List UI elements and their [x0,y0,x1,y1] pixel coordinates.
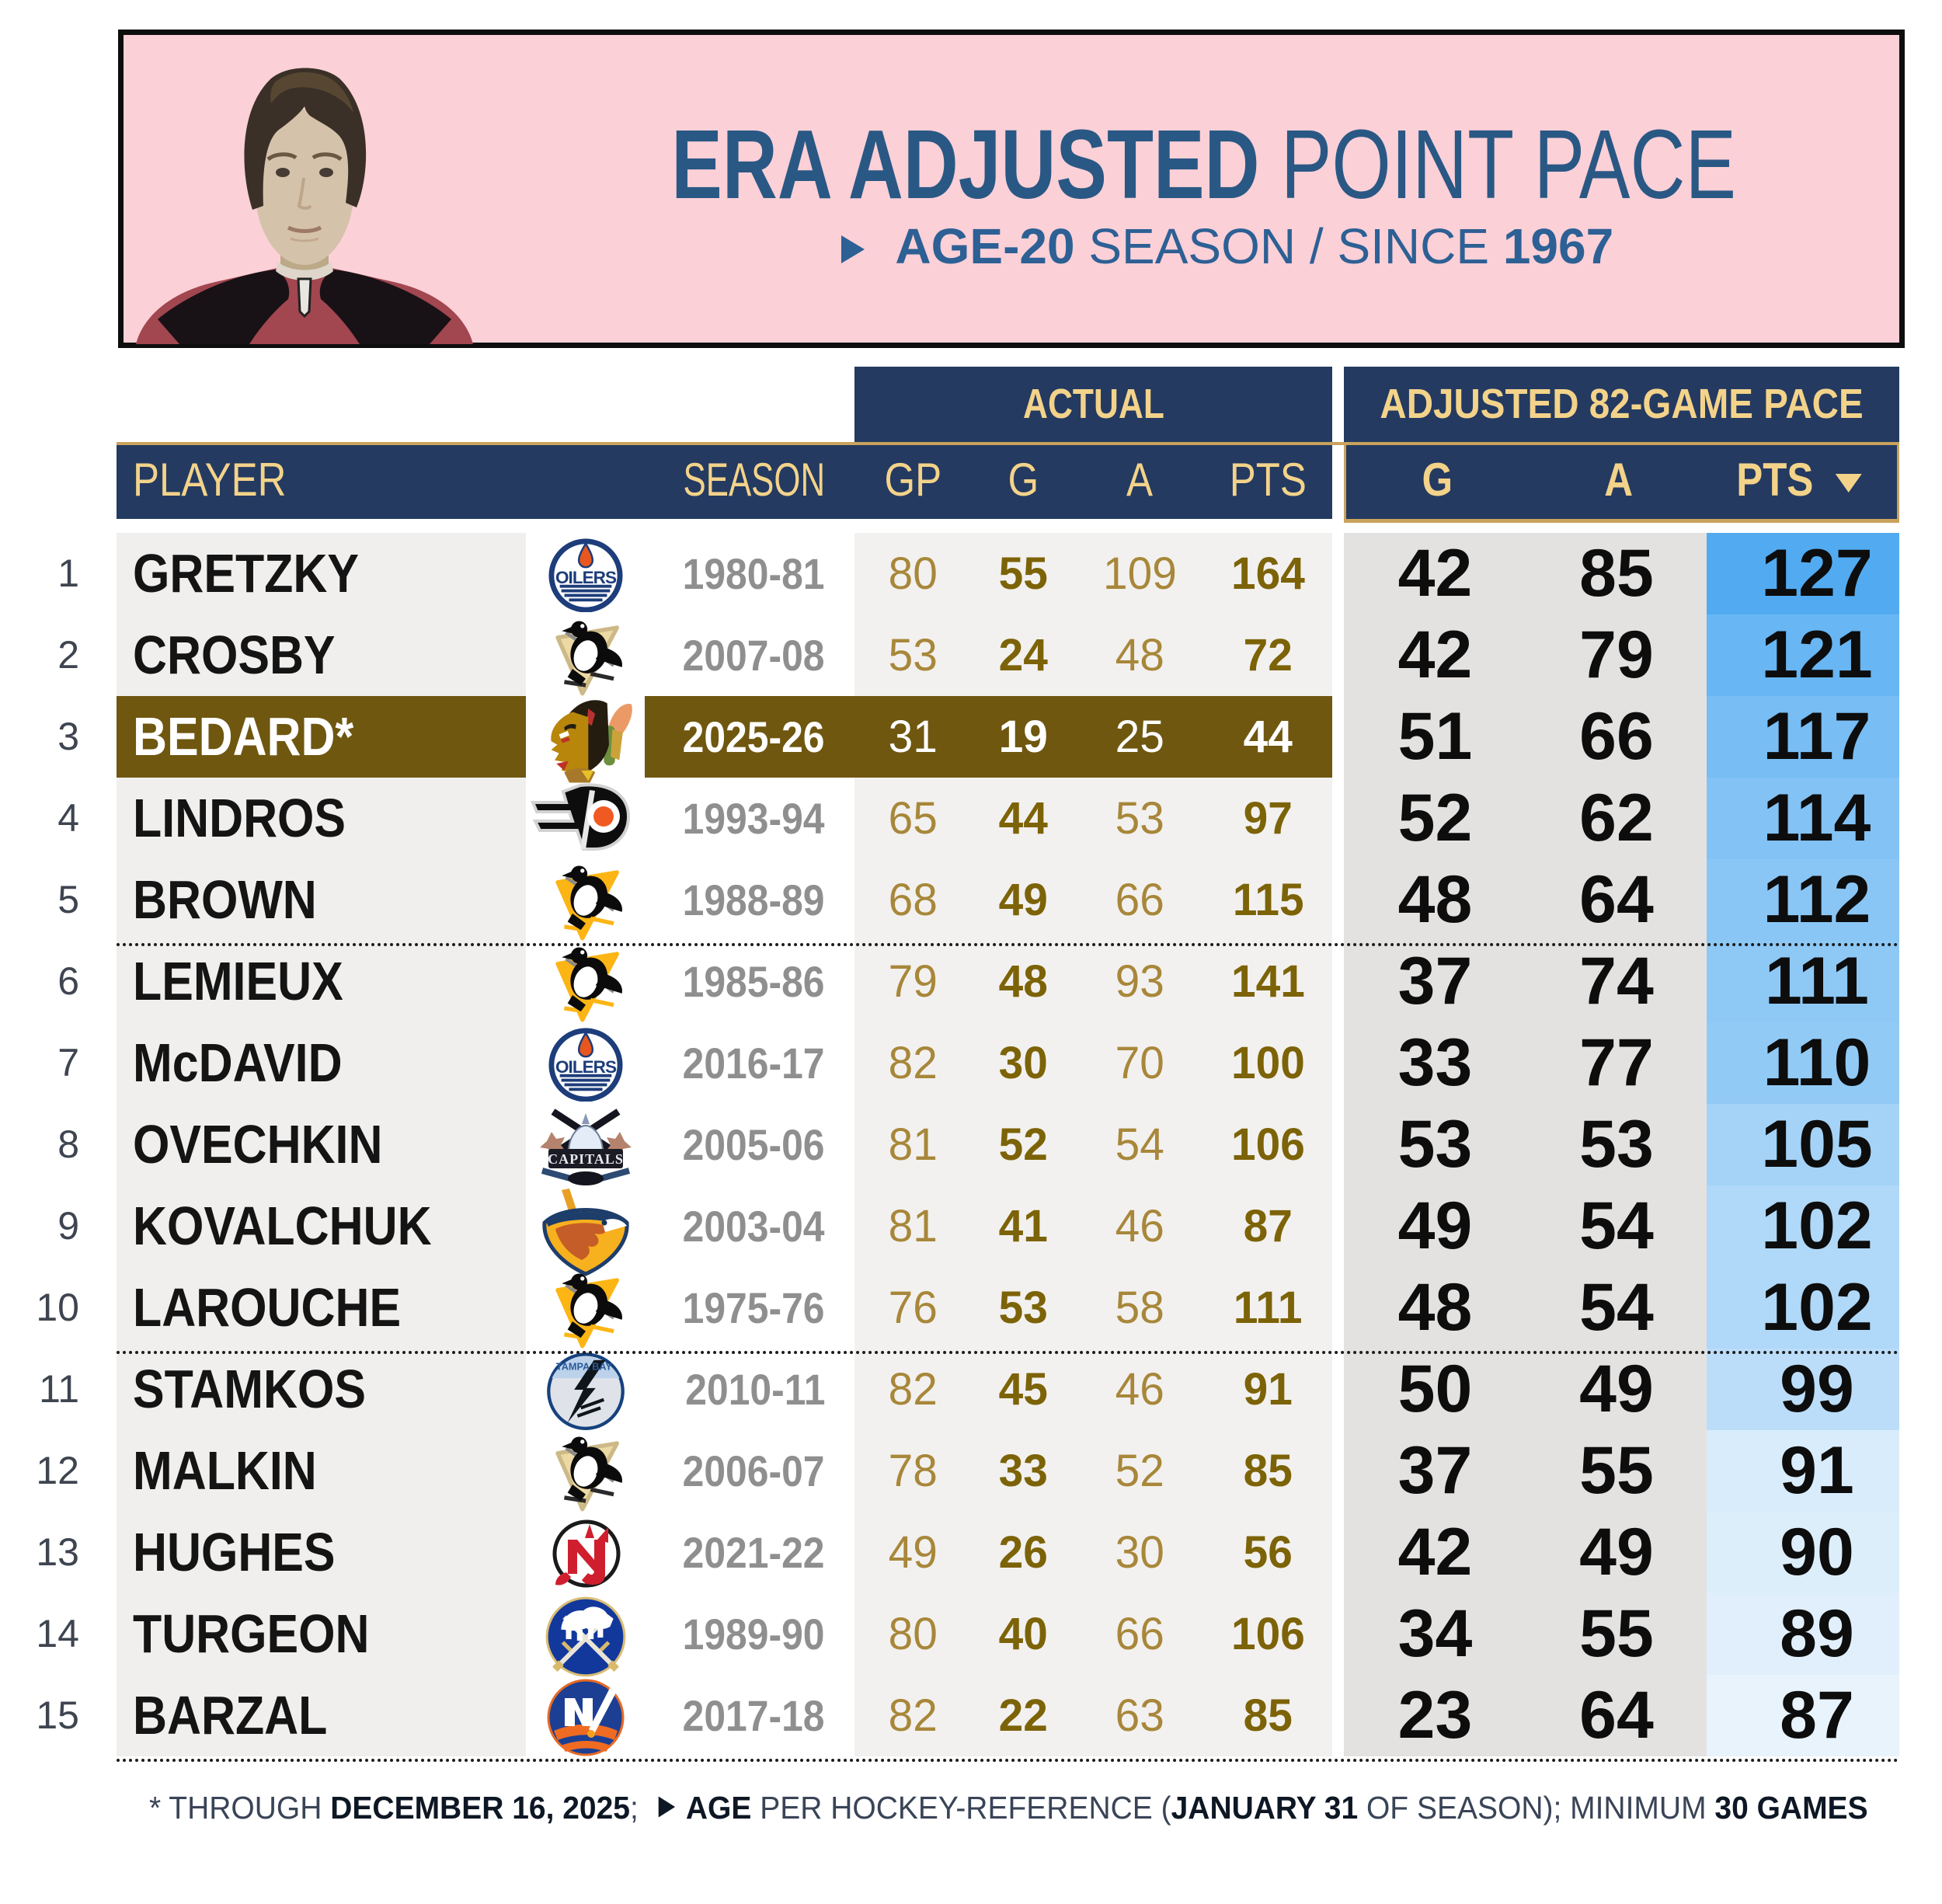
svg-text:CAPITALS: CAPITALS [548,1151,624,1167]
svg-text:OILERS: OILERS [555,568,617,587]
svg-text:OILERS: OILERS [555,1057,617,1077]
svg-text:TAMPA BAY: TAMPA BAY [555,1361,612,1373]
